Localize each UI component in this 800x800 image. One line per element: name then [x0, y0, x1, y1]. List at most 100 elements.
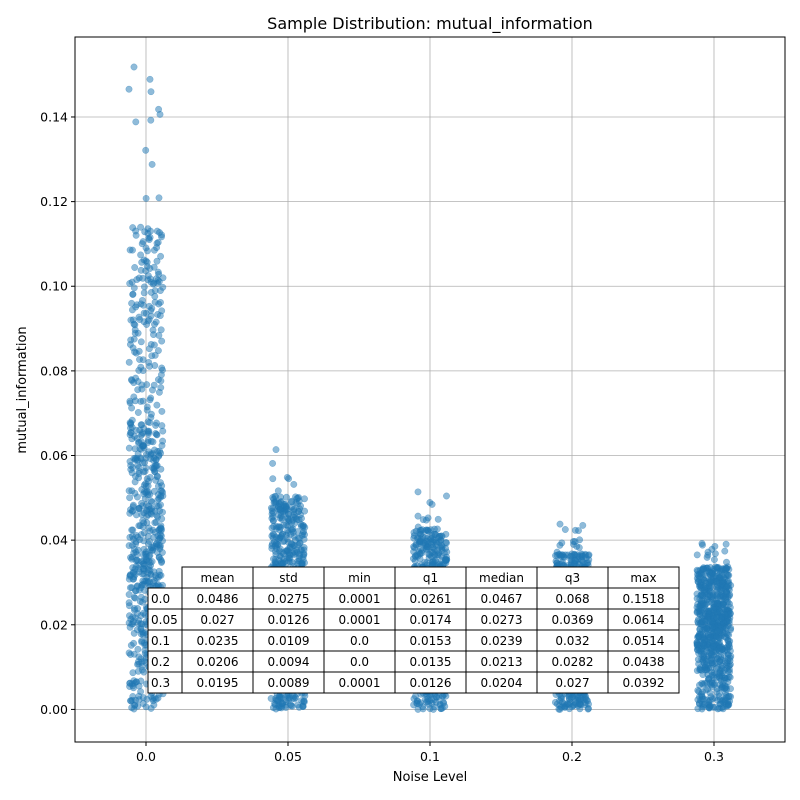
table-cell-value: 0.0094	[268, 655, 310, 669]
data-point	[294, 500, 301, 508]
data-point	[132, 303, 140, 311]
data-point	[126, 397, 134, 405]
data-point	[713, 614, 720, 621]
data-point	[699, 612, 707, 620]
data-point	[140, 657, 148, 665]
data-point	[148, 558, 156, 565]
data-point	[581, 701, 589, 709]
table-cell-value: 0.0126	[268, 613, 310, 627]
data-point	[582, 554, 590, 562]
data-point	[143, 258, 151, 266]
data-point	[150, 341, 158, 349]
data-point	[712, 633, 720, 641]
data-point	[133, 276, 141, 283]
x-axis-label: Noise Level	[393, 770, 468, 785]
data-point	[144, 247, 151, 255]
data-point	[709, 642, 717, 650]
data-point	[294, 560, 302, 568]
data-point	[145, 524, 153, 532]
data-point	[563, 700, 571, 708]
table-cell-value: 0.032	[555, 634, 589, 648]
data-point	[148, 504, 156, 512]
data-point	[573, 543, 581, 550]
data-point	[140, 468, 147, 476]
table-cell-value: 0.0195	[197, 676, 239, 690]
data-point	[300, 697, 308, 705]
data-point	[428, 500, 436, 508]
data-point	[137, 612, 145, 619]
data-point	[142, 450, 150, 458]
data-point	[708, 545, 716, 553]
data-point	[295, 555, 303, 562]
data-point	[153, 431, 161, 439]
data-point	[140, 425, 148, 432]
data-point	[151, 292, 159, 300]
data-point	[130, 705, 138, 713]
table-cell-value: 0.0261	[410, 592, 452, 606]
y-tick-label: 0.04	[40, 533, 68, 548]
data-point	[157, 377, 165, 385]
table-cell-value: 0.0282	[552, 655, 594, 669]
data-point	[289, 694, 297, 702]
data-point	[156, 545, 164, 553]
data-point	[413, 551, 421, 559]
data-point	[137, 251, 145, 259]
stats-table: mean std min q1 median q3 max 0.0 0.0486 0.0275 0.…	[147, 566, 680, 694]
data-point	[136, 445, 144, 452]
data-point	[276, 545, 284, 553]
data-point	[147, 394, 155, 402]
data-point	[155, 300, 163, 308]
data-point	[269, 475, 277, 483]
data-point	[552, 552, 559, 559]
data-point	[272, 541, 280, 548]
data-point	[290, 520, 298, 527]
data-point	[137, 338, 145, 346]
data-point	[126, 280, 134, 287]
data-point	[141, 488, 148, 496]
x-tick-label: 0.0	[136, 749, 156, 764]
data-point	[699, 565, 707, 573]
data-point	[154, 513, 162, 521]
data-point	[125, 358, 133, 366]
data-point	[131, 326, 139, 334]
data-point	[283, 493, 290, 501]
table-cell-value: 0.0001	[339, 613, 381, 627]
data-point	[129, 526, 137, 534]
data-point	[414, 488, 422, 496]
data-point	[443, 548, 451, 556]
table-header-label: min	[348, 571, 371, 585]
data-point	[147, 414, 155, 421]
data-point	[154, 694, 162, 702]
data-point	[723, 558, 730, 566]
data-point	[127, 462, 135, 469]
data-point	[716, 647, 723, 655]
data-point	[137, 300, 145, 308]
data-point	[721, 685, 728, 693]
data-point	[267, 695, 275, 702]
data-point	[145, 429, 152, 436]
data-point	[301, 524, 309, 531]
data-point	[693, 551, 701, 559]
table-cell-value: 0.0239	[481, 634, 523, 648]
data-point	[427, 538, 435, 546]
data-point	[148, 352, 156, 360]
data-point	[158, 422, 166, 429]
data-point	[151, 287, 159, 294]
data-point	[157, 501, 164, 509]
data-point	[723, 583, 731, 591]
data-point	[140, 529, 148, 537]
table-cell-value: 0.0369	[552, 613, 594, 627]
table-row-label: 0.1	[151, 634, 170, 648]
data-point	[287, 701, 294, 708]
data-point	[143, 695, 151, 703]
y-tick-label: 0.08	[40, 363, 68, 378]
data-point	[131, 489, 139, 497]
data-point	[726, 673, 734, 681]
data-point	[137, 223, 145, 231]
y-tick-label: 0.10	[40, 279, 68, 294]
data-point	[701, 666, 709, 674]
data-point	[132, 557, 140, 564]
table-cell-value: 0.0235	[197, 634, 239, 648]
data-point	[152, 461, 160, 469]
table-cell-value: 0.0001	[339, 592, 381, 606]
